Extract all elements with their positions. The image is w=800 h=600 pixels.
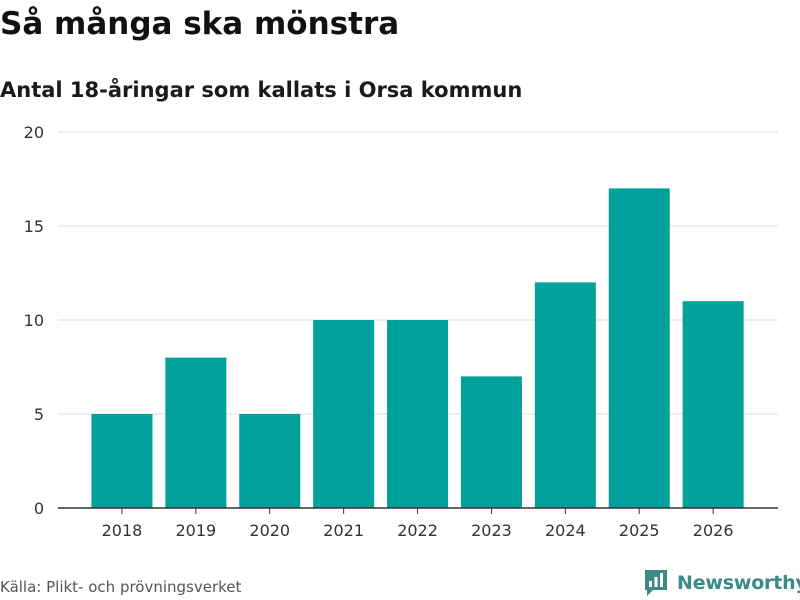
x-tick-label: 2024	[545, 521, 586, 540]
source-note: Källa: Plikt- och prövningsverket	[0, 578, 242, 596]
bar-2021	[313, 320, 375, 508]
bars	[91, 188, 744, 508]
brand-name: Newsworthy	[677, 572, 800, 594]
y-tick-label: 0	[34, 499, 44, 518]
bar-2020	[239, 414, 301, 508]
x-tick-label: 2021	[323, 521, 364, 540]
bar-2024	[534, 282, 596, 508]
bar-2019	[165, 357, 227, 508]
y-tick-label: 10	[24, 311, 44, 330]
y-axis-ticks: 0 5 10 15 20	[24, 123, 44, 518]
bar-2018	[91, 414, 153, 508]
x-tick-label: 2026	[693, 521, 734, 540]
x-tick-label: 2023	[471, 521, 512, 540]
chart-title: Så många ska mönstra	[0, 6, 400, 42]
bar-2022	[387, 320, 449, 508]
bar-2026	[682, 301, 744, 508]
x-axis-ticks: 2018 2019 2020 2021 2022 2023 2024 2025 2026	[58, 507, 778, 540]
y-tick-label: 15	[24, 217, 44, 236]
y-tick-label: 20	[24, 123, 44, 142]
bar-2025	[608, 188, 670, 508]
x-tick-label: 2020	[249, 521, 290, 540]
x-tick-label: 2018	[102, 521, 143, 540]
bar-2023	[460, 376, 522, 508]
x-tick-label: 2019	[175, 521, 216, 540]
newsworthy-logo-icon	[645, 570, 667, 596]
brand-logo: Newsworthy	[643, 568, 800, 598]
chart-subtitle: Antal 18-åringar som kallats i Orsa komm…	[0, 78, 523, 102]
x-tick-label: 2022	[397, 521, 438, 540]
y-tick-label: 5	[34, 405, 44, 424]
x-tick-label: 2025	[619, 521, 660, 540]
